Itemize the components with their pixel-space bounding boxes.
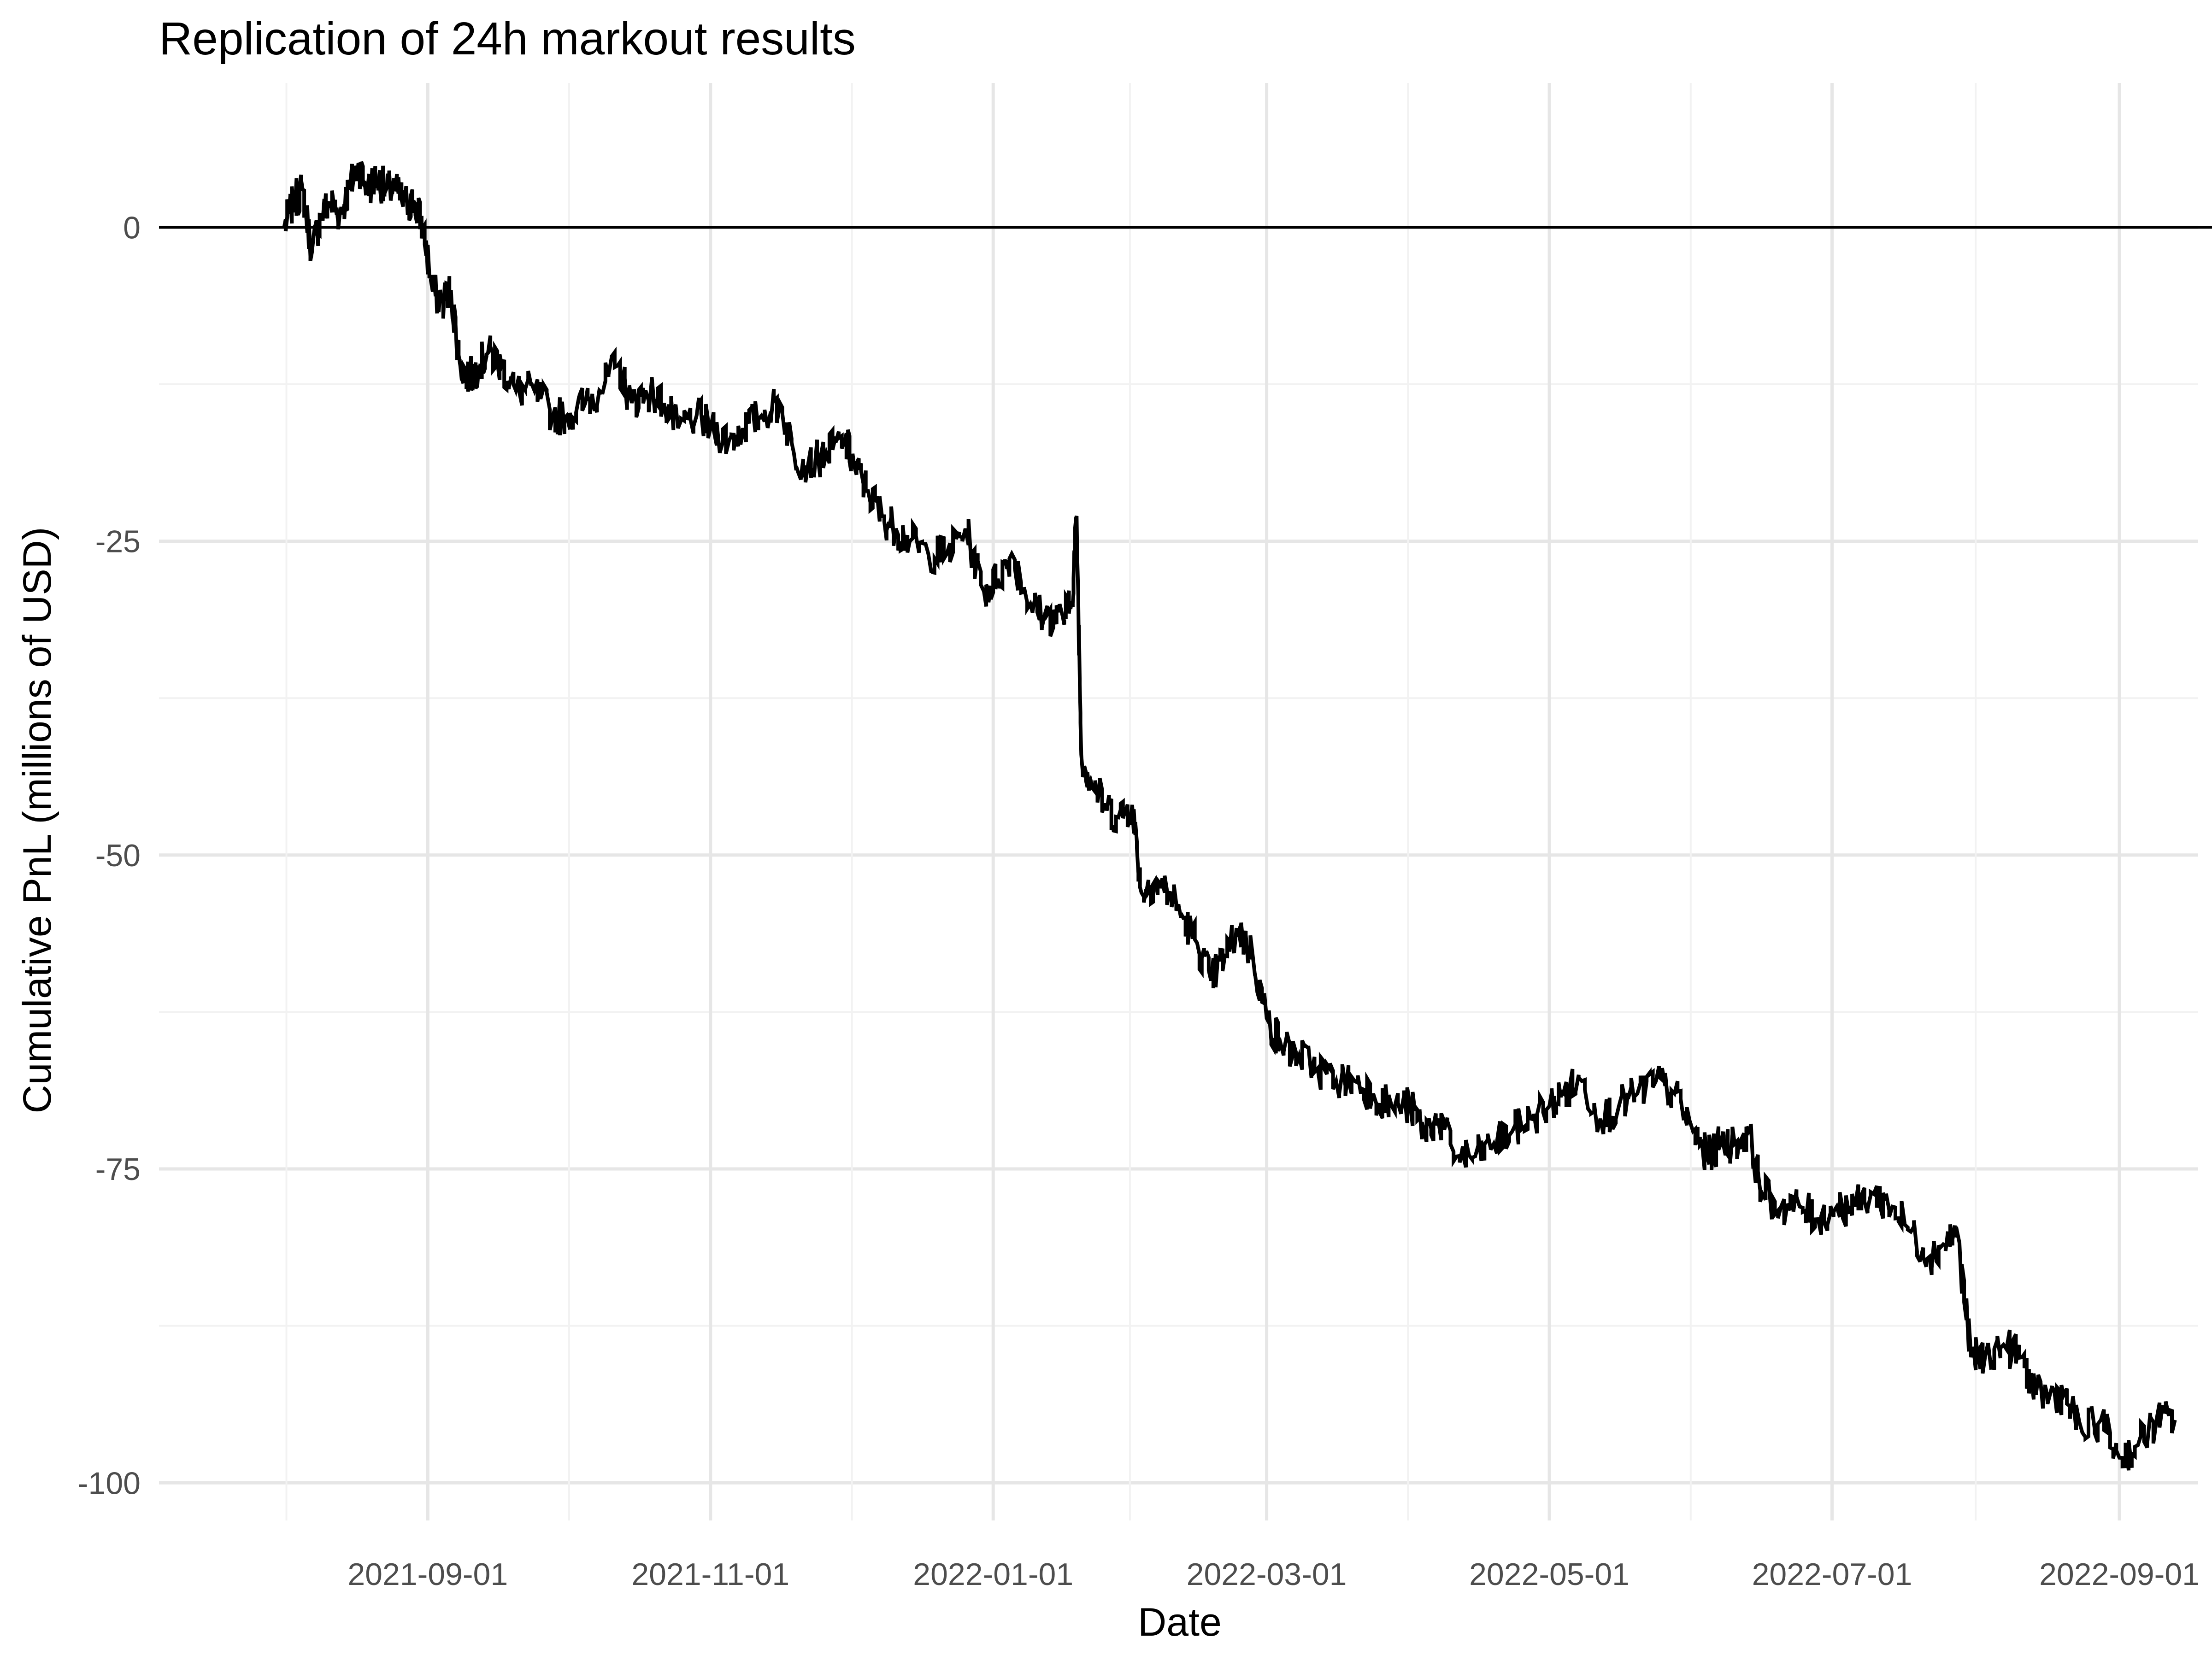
- y-tick-label: -75: [95, 1152, 141, 1187]
- series-line: [282, 161, 2177, 1471]
- x-tick-label: 2022-09-01: [2039, 1557, 2200, 1592]
- tick-labels: 0 -25 -50 -75 -100 2021-09-01 2021-11-01 2022-0…: [78, 210, 2200, 1592]
- y-tick-label: -25: [95, 524, 141, 559]
- x-tick-label: 2022-03-01: [1187, 1557, 1347, 1592]
- y-tick-label: -100: [78, 1466, 141, 1501]
- grid-lines: [159, 83, 2198, 1520]
- x-axis-title: Date: [1138, 1600, 1222, 1644]
- x-tick-label: 2022-05-01: [1469, 1557, 1630, 1592]
- x-tick-label: 2022-07-01: [1752, 1557, 1912, 1592]
- chart-title: Replication of 24h markout results: [159, 13, 856, 65]
- y-axis-title: Cumulative PnL (millions of USD): [15, 527, 59, 1114]
- series-layer: [282, 161, 2177, 1471]
- x-tick-label: 2022-01-01: [913, 1557, 1073, 1592]
- y-tick-label: 0: [123, 210, 141, 245]
- x-tick-label: 2021-09-01: [347, 1557, 508, 1592]
- x-tick-label: 2021-11-01: [631, 1557, 789, 1592]
- y-tick-label: -50: [95, 838, 141, 873]
